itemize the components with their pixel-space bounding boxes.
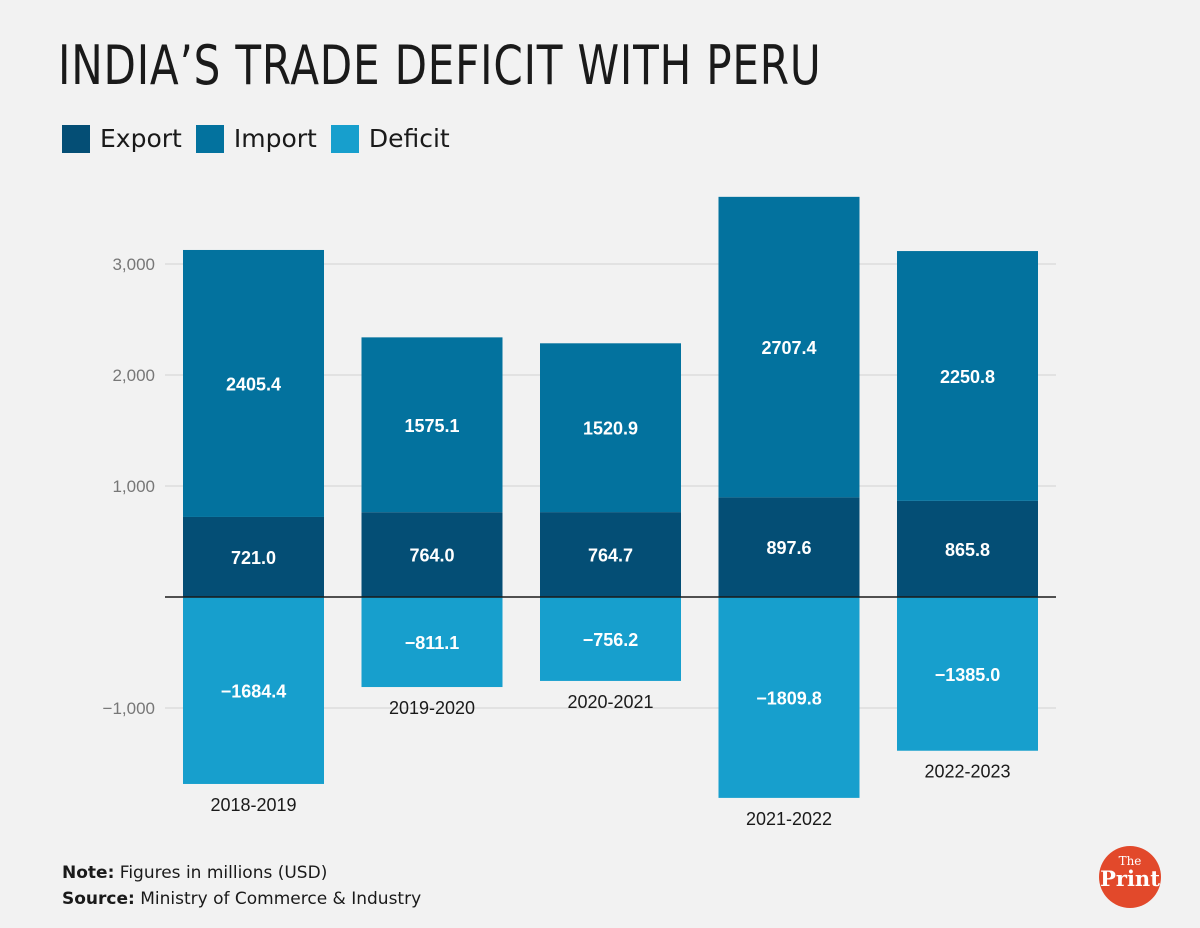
bar-import bbox=[540, 343, 681, 513]
source-text: Ministry of Commerce & Industry bbox=[134, 889, 422, 909]
category-label: 2020-2021 bbox=[567, 692, 653, 712]
bar-deficit bbox=[540, 597, 681, 681]
data-label-deficit: −1809.8 bbox=[756, 688, 822, 708]
logo-the: The bbox=[1118, 854, 1142, 868]
note-text: Figures in millions (USD) bbox=[114, 863, 328, 883]
bar-import bbox=[897, 251, 1038, 501]
data-label-deficit: −1385.0 bbox=[935, 665, 1001, 685]
legend-swatch-import bbox=[195, 124, 224, 153]
data-label-import: 1575.1 bbox=[404, 416, 459, 436]
footer-source: Source: Ministry of Commerce & Industry bbox=[62, 886, 421, 912]
footer-note: Note: Figures in millions (USD) bbox=[62, 860, 421, 886]
source-label: Source: bbox=[62, 889, 135, 909]
bar-deficit bbox=[897, 597, 1038, 751]
bar-export bbox=[540, 512, 681, 597]
data-label-import: 1520.9 bbox=[583, 419, 638, 439]
legend-swatch-deficit bbox=[330, 124, 359, 153]
y-tick-label: 1,000 bbox=[112, 477, 155, 496]
footer: Note: Figures in millions (USD) Source: … bbox=[62, 860, 421, 912]
bar-import bbox=[718, 196, 860, 498]
category-label: 2019-2020 bbox=[389, 698, 475, 718]
category-label: 2018-2019 bbox=[210, 795, 296, 815]
category-label: 2022-2023 bbox=[924, 762, 1010, 782]
data-label-export: 897.6 bbox=[766, 538, 811, 558]
legend-label-export: Export bbox=[100, 124, 182, 153]
bar-export bbox=[897, 500, 1038, 597]
bar-import bbox=[361, 337, 503, 513]
data-label-export: 764.0 bbox=[409, 546, 454, 566]
theprint-logo: The Print bbox=[1099, 846, 1161, 908]
bar-import bbox=[183, 249, 324, 517]
data-label-export: 865.8 bbox=[945, 540, 990, 560]
y-tick-label: 2,000 bbox=[112, 366, 155, 385]
data-label-import: 2250.8 bbox=[940, 367, 995, 387]
data-label-deficit: −1684.4 bbox=[221, 681, 287, 701]
bar-deficit bbox=[361, 597, 503, 688]
bar-export bbox=[183, 516, 324, 597]
legend-item-export: Export bbox=[62, 124, 182, 153]
data-label-import: 2707.4 bbox=[761, 338, 816, 358]
logo-print: Print bbox=[1100, 866, 1160, 891]
bar-deficit bbox=[718, 597, 860, 798]
data-label-import: 2405.4 bbox=[226, 374, 281, 394]
bar-deficit bbox=[183, 597, 324, 784]
bar-export bbox=[361, 512, 503, 597]
legend-swatch-export bbox=[62, 124, 90, 153]
note-label: Note: bbox=[62, 863, 115, 883]
legend-label-import: Import bbox=[233, 124, 317, 153]
legend: Export Import Deficit bbox=[62, 124, 464, 153]
data-label-deficit: −811.1 bbox=[405, 633, 460, 653]
data-label-export: 764.7 bbox=[588, 546, 633, 566]
legend-item-deficit: Deficit bbox=[330, 124, 450, 153]
y-tick-label: −1,000 bbox=[103, 699, 155, 718]
chart-title: INDIA’S TRADE DEFICIT WITH PERU bbox=[58, 34, 822, 97]
data-label-export: 721.0 bbox=[231, 548, 276, 568]
legend-label-deficit: Deficit bbox=[368, 124, 450, 153]
bar-export bbox=[718, 497, 860, 597]
category-label: 2021-2022 bbox=[746, 809, 832, 829]
legend-item-import: Import bbox=[195, 124, 317, 153]
y-tick-label: 3,000 bbox=[112, 255, 155, 274]
data-label-deficit: −756.2 bbox=[583, 630, 639, 650]
